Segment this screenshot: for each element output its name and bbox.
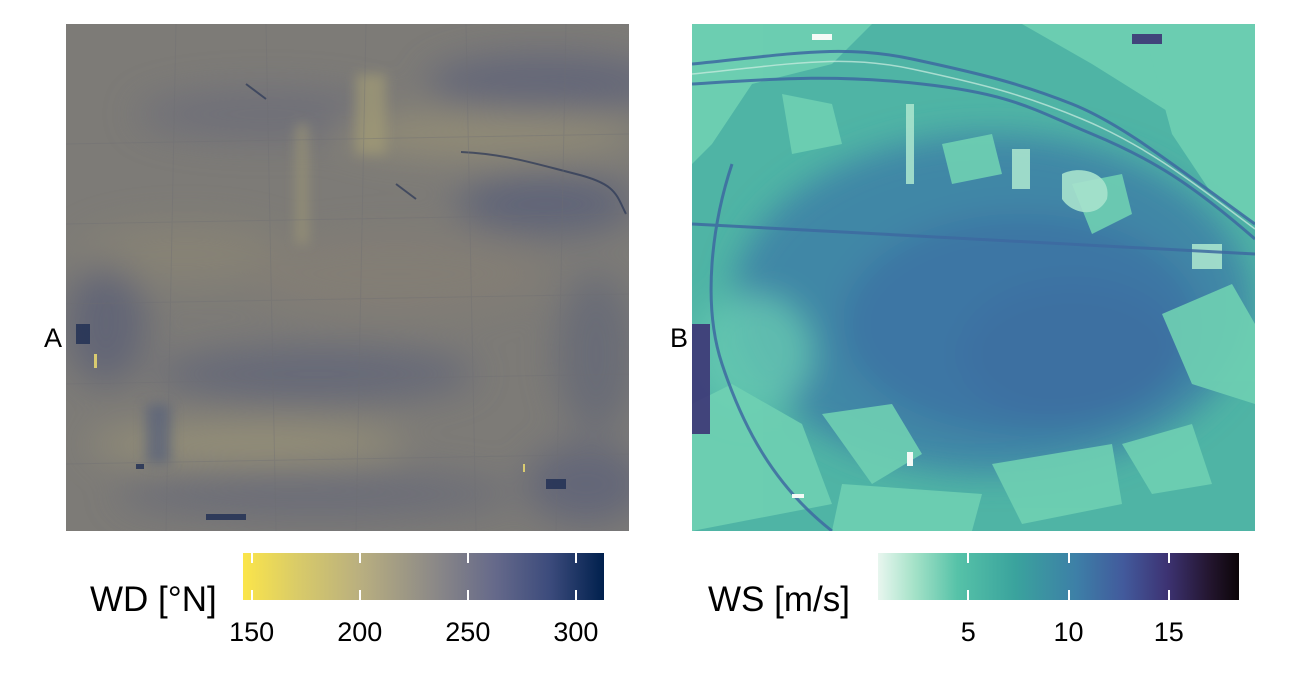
- colorbar-ws-tick-label: 5: [960, 617, 976, 647]
- wind-direction-map: [66, 24, 629, 531]
- colorbar-wd-tick-mark: [250, 553, 253, 563]
- panel-label-b: B: [670, 323, 689, 353]
- colorbar-wd-tick-mark: [574, 553, 577, 563]
- wind-direction-raster: [66, 24, 629, 531]
- colorbar-wd-tick-mark: [574, 590, 577, 600]
- colorbar-wd-tick-mark: [466, 590, 469, 600]
- colorbar-ws-tick-mark: [1067, 553, 1070, 563]
- wind-speed-raster: [692, 24, 1255, 531]
- colorbar-ws-tick-label: 15: [1153, 617, 1184, 647]
- colorbar-wd-tick-label: 200: [337, 617, 383, 647]
- colorbar-ws-tick-mark: [967, 553, 970, 563]
- colorbar-wd-tick-label: 300: [553, 617, 599, 647]
- colorbar-wd: [243, 553, 604, 600]
- colorbar-wd-tick-mark: [466, 553, 469, 563]
- colorbar-wd-tick-mark: [250, 590, 253, 600]
- colorbar-ws-tick-mark: [967, 590, 970, 600]
- colorbar-ws-tick-mark: [1167, 553, 1170, 563]
- colorbar-ws: [878, 553, 1239, 600]
- panel-label-a: A: [44, 323, 63, 353]
- wind-speed-map: [692, 24, 1255, 531]
- colorbar-title-ws: WS [m/s]: [708, 580, 850, 619]
- colorbar-ws-tick-mark: [1167, 590, 1170, 600]
- colorbar-wd-tick-label: 250: [445, 617, 491, 647]
- colorbar-title-wd: WD [°N]: [90, 580, 217, 619]
- colorbar-wd-tick-mark: [358, 553, 361, 563]
- colorbar-wd-tick-label: 150: [229, 617, 275, 647]
- colorbar-ws-tick-mark: [1067, 590, 1070, 600]
- colorbar-wd-tick-mark: [358, 590, 361, 600]
- colorbar-ws-tick-label: 10: [1053, 617, 1084, 647]
